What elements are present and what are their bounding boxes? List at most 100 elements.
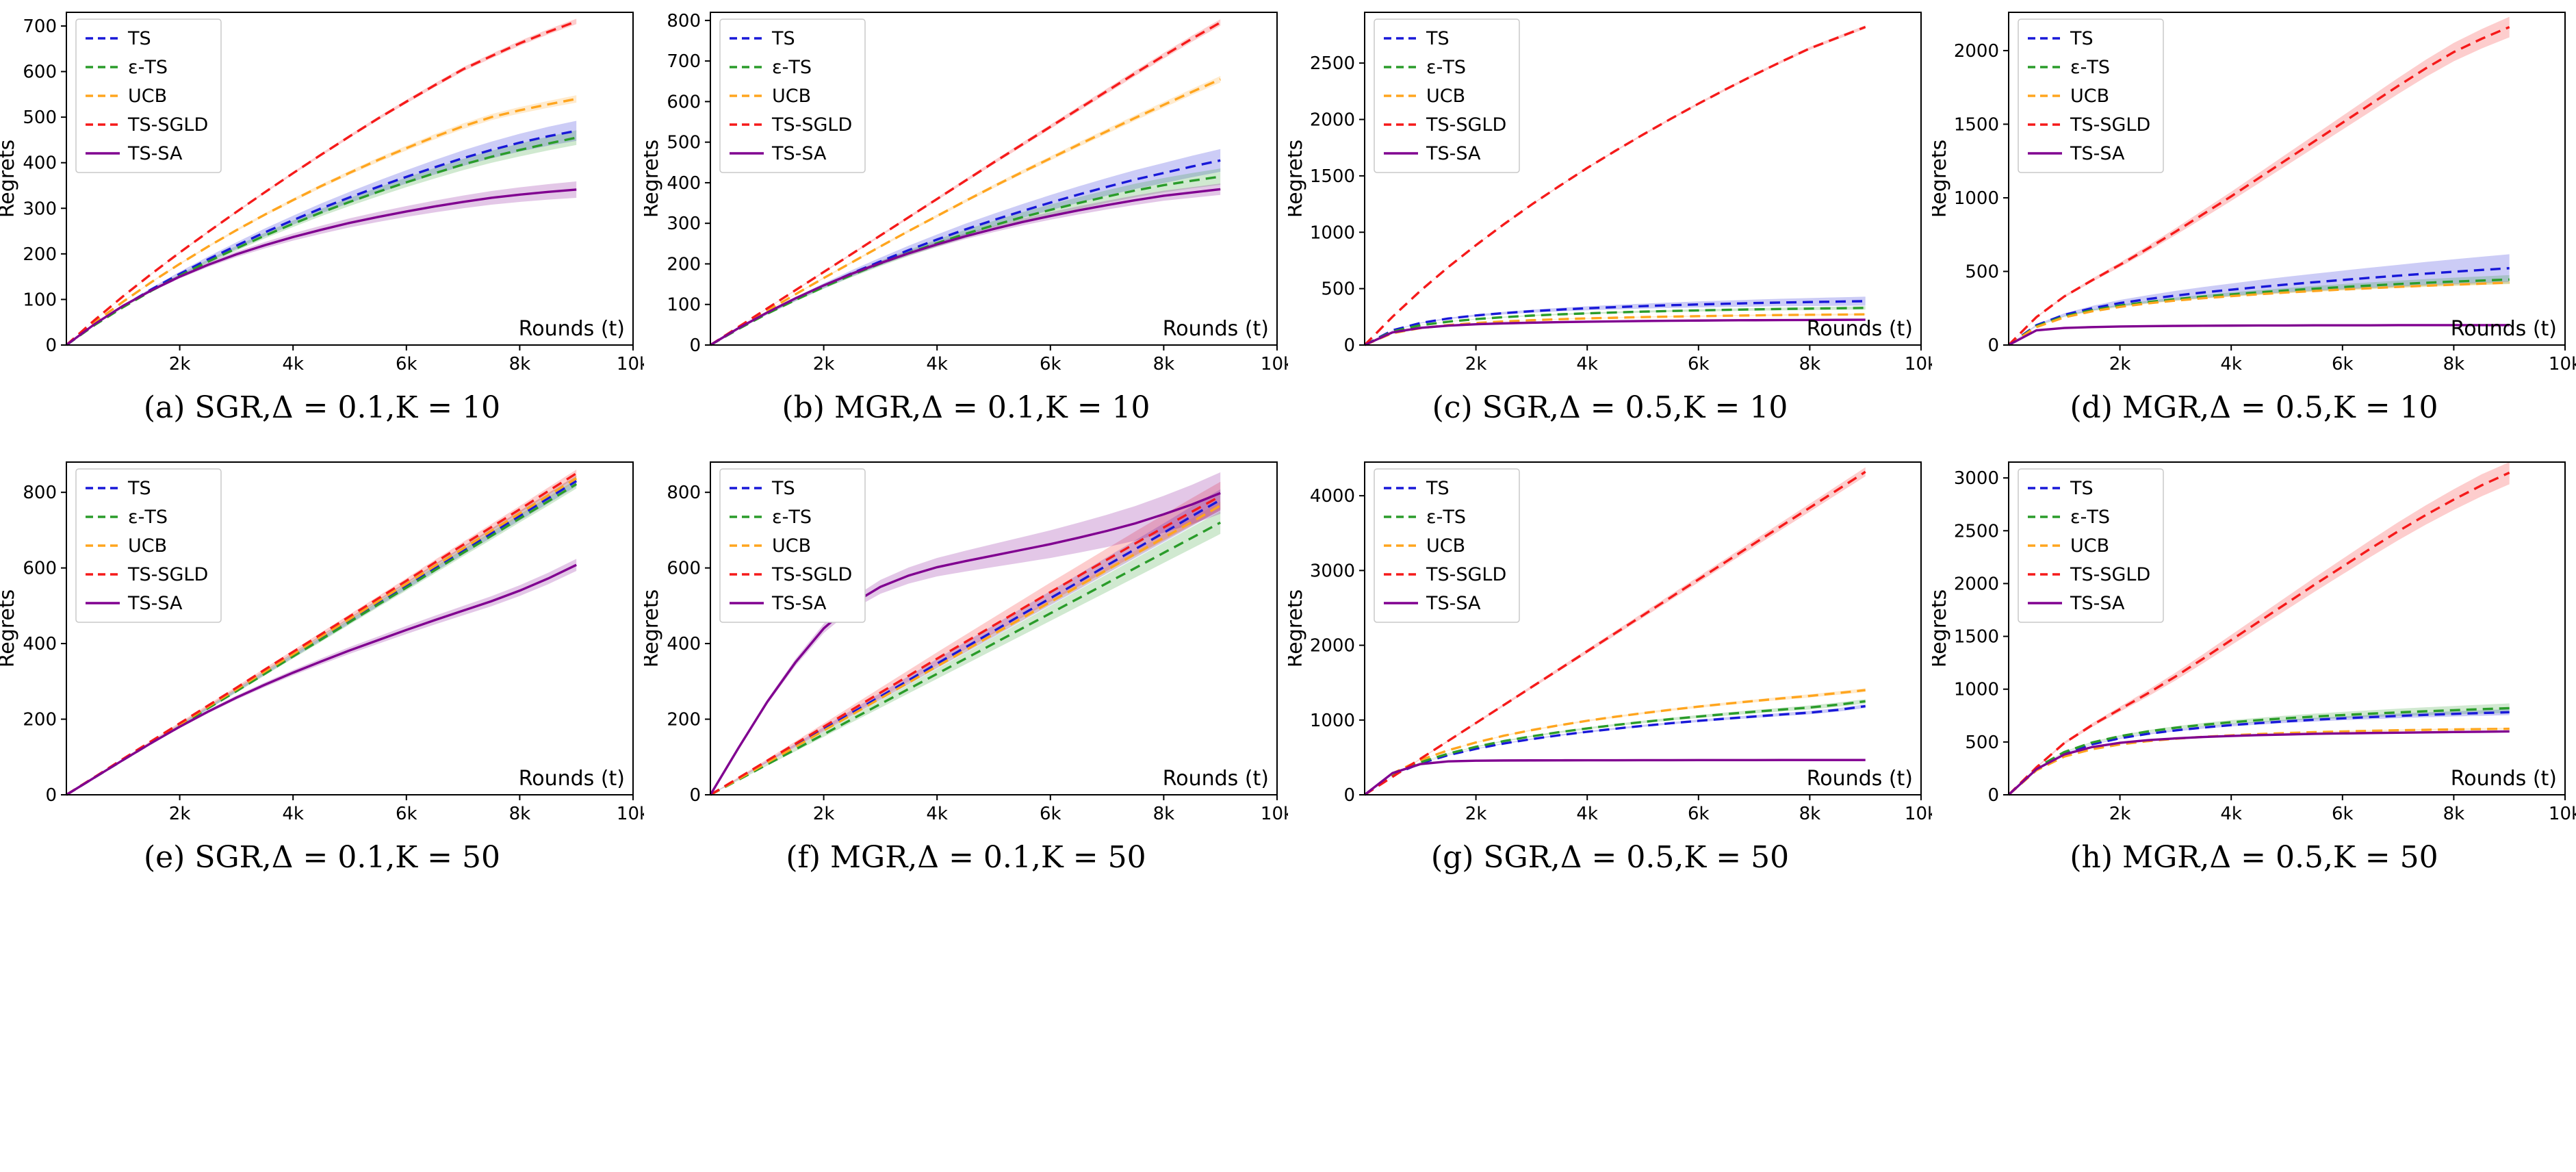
y-tick-label: 500 bbox=[23, 107, 57, 128]
series-ε-TS bbox=[710, 521, 1222, 796]
y-tick-label: 400 bbox=[23, 634, 57, 654]
y-tick-label: 3000 bbox=[1310, 561, 1355, 581]
y-tick-label: 300 bbox=[23, 199, 57, 219]
series-UCB bbox=[2008, 281, 2510, 346]
legend-label: TS bbox=[1426, 478, 1450, 499]
y-tick-label: 400 bbox=[667, 173, 701, 194]
y-axis-label: Regrets bbox=[1288, 589, 1307, 668]
band-TS-SA bbox=[710, 472, 1221, 795]
legend-label: ε-TS bbox=[1426, 57, 1466, 78]
legend: TS ε-TS UCB TS-SGLD TS-SA bbox=[719, 18, 866, 173]
x-tick-label: 2k bbox=[813, 354, 835, 374]
x-axis-label: Rounds (t) bbox=[1163, 767, 1269, 791]
legend-label: TS-SA bbox=[771, 143, 827, 164]
series-UCB bbox=[65, 97, 577, 346]
series-TS-SA bbox=[1364, 318, 1866, 346]
chart-svg-d: 2k 4k 6k 8k 10k 0 500 1000 1500 2000 Regrets Rounds… bbox=[1932, 12, 2576, 374]
chart-svg-h: 2k 4k 6k 8k 10k 0 500 1000 1500 2000 2500 3000 Regre… bbox=[1932, 461, 2576, 824]
axes-frame bbox=[1364, 12, 1922, 346]
series-TS bbox=[1364, 300, 1866, 346]
x-tick-label: 2k bbox=[2109, 804, 2131, 824]
legend-label: TS-SGLD bbox=[771, 564, 852, 585]
y-axis-label: Regrets bbox=[0, 589, 19, 668]
series-TS bbox=[1364, 704, 1866, 796]
y-tick-label: 0 bbox=[689, 785, 701, 806]
legend-label: TS-SA bbox=[2070, 143, 2125, 164]
y-tick-label: 400 bbox=[23, 153, 57, 174]
legend-label: TS-SA bbox=[771, 593, 827, 614]
x-axis-label: Rounds (t) bbox=[1807, 767, 1913, 791]
x-tick-label: 4k bbox=[282, 354, 304, 374]
series-TS-SGLD bbox=[710, 495, 1222, 796]
band-TS-SA bbox=[66, 559, 577, 795]
subplot-caption-e: (e) SGR,Δ = 0.1,K = 50 bbox=[143, 839, 501, 875]
y-tick-label: 4000 bbox=[1310, 486, 1355, 507]
y-axis-label: Regrets bbox=[0, 140, 19, 218]
legend-label: TS-SGLD bbox=[1426, 114, 1506, 136]
legend-label: TS bbox=[127, 478, 151, 499]
series-TS bbox=[2007, 711, 2510, 796]
legend-label: ε-TS bbox=[2070, 507, 2110, 528]
series-TS-SA bbox=[1363, 759, 1866, 796]
legend-label: UCB bbox=[2070, 86, 2109, 107]
x-tick-label: 8k bbox=[1799, 354, 1821, 374]
series-TS bbox=[2008, 267, 2510, 346]
x-tick-label: 6k bbox=[1040, 804, 1061, 824]
legend-label: ε-TS bbox=[128, 507, 168, 528]
x-tick-label: 8k bbox=[1799, 804, 1821, 824]
legend-label: ε-TS bbox=[772, 507, 812, 528]
legend-label: UCB bbox=[128, 535, 167, 557]
y-tick-label: 1000 bbox=[1954, 680, 1999, 700]
y-tick-label: 500 bbox=[1321, 279, 1355, 300]
legend-label: TS-SGLD bbox=[1426, 564, 1506, 585]
subplot-h: 2k 4k 6k 8k 10k 0 500 1000 1500 2000 2500 3000 Regre… bbox=[1932, 454, 2576, 883]
y-axis-label: Regrets bbox=[644, 140, 663, 218]
x-tick-label: 10k bbox=[1261, 354, 1288, 374]
x-tick-label: 6k bbox=[1040, 354, 1061, 374]
legend-label: TS-SGLD bbox=[771, 114, 852, 136]
legend-label: TS-SA bbox=[1426, 143, 1481, 164]
band-TS bbox=[710, 149, 1221, 346]
subplot-caption-b: (b) MGR,Δ = 0.1,K = 10 bbox=[782, 390, 1150, 425]
y-tick-label: 200 bbox=[667, 254, 701, 275]
band-TS-SGLD bbox=[710, 481, 1221, 795]
y-tick-label: 0 bbox=[45, 785, 57, 806]
legend: TS ε-TS UCB TS-SGLD TS-SA bbox=[1374, 18, 1520, 173]
x-tick-label: 10k bbox=[1261, 804, 1288, 824]
band-ε-TS bbox=[66, 130, 577, 346]
y-tick-label: 2000 bbox=[1954, 574, 1999, 594]
y-tick-label: 200 bbox=[667, 709, 701, 730]
subplot-a: 2k 4k 6k 8k 10k 0 100 200 300 400 500 600 700 Regrets… bbox=[0, 4, 644, 433]
legend-label: TS bbox=[771, 478, 795, 499]
subplot-g: 2k 4k 6k 8k 10k 0 1000 2000 3000 4000 Regrets Round… bbox=[1288, 454, 1932, 883]
y-tick-label: 500 bbox=[667, 133, 701, 153]
subplot-c: 2k 4k 6k 8k 10k 0 500 1000 1500 2000 2500 Regrets Ro… bbox=[1288, 4, 1932, 433]
y-tick-label: 1500 bbox=[1310, 166, 1355, 187]
y-tick-label: 1500 bbox=[1954, 114, 1999, 135]
y-tick-label: 3000 bbox=[1954, 468, 1999, 489]
x-tick-label: 2k bbox=[169, 804, 191, 824]
y-tick-label: 100 bbox=[667, 295, 701, 316]
series-UCB bbox=[710, 78, 1221, 346]
y-axis-label: Regrets bbox=[1288, 140, 1307, 218]
y-tick-label: 0 bbox=[1987, 335, 1999, 356]
band-TS-SGLD bbox=[2009, 16, 2510, 346]
axes-frame bbox=[710, 12, 1278, 346]
legend-label: UCB bbox=[1426, 86, 1465, 107]
x-tick-label: 8k bbox=[2443, 804, 2465, 824]
y-tick-label: 600 bbox=[667, 92, 701, 112]
axes-frame bbox=[66, 12, 634, 346]
band-TS bbox=[66, 120, 577, 345]
y-tick-label: 2000 bbox=[1310, 110, 1355, 131]
y-tick-label: 600 bbox=[23, 62, 57, 83]
y-tick-label: 600 bbox=[667, 558, 701, 578]
x-tick-label: 8k bbox=[2443, 354, 2465, 374]
legend-label: TS bbox=[2070, 28, 2094, 49]
legend-label: ε-TS bbox=[772, 57, 812, 78]
series-TS-SGLD bbox=[710, 21, 1222, 346]
y-tick-label: 0 bbox=[689, 335, 701, 356]
y-axis-label: Regrets bbox=[644, 589, 663, 668]
subplot-caption-c: (c) SGR,Δ = 0.5,K = 10 bbox=[1432, 390, 1788, 425]
legend: TS ε-TS UCB TS-SGLD TS-SA bbox=[2018, 468, 2164, 623]
legend-label: TS-SA bbox=[2070, 593, 2125, 614]
